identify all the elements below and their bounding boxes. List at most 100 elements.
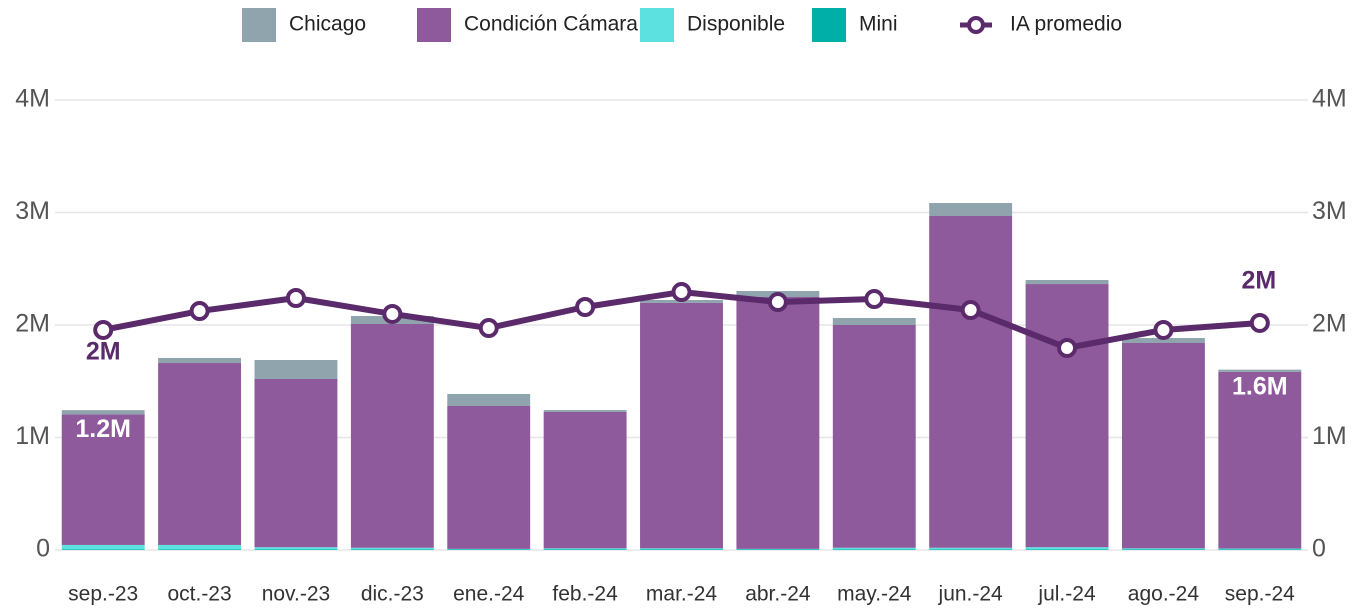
line-point — [189, 301, 210, 322]
legend-swatch — [417, 8, 451, 42]
line-point — [767, 292, 788, 313]
bar-segment — [61, 410, 145, 415]
bar-segment — [61, 549, 145, 550]
bar-segment — [832, 549, 916, 550]
bar-segment — [254, 549, 338, 550]
x-tick-label: nov.-23 — [262, 583, 331, 606]
bar-segment — [1025, 280, 1109, 285]
bar-segment — [929, 547, 1013, 550]
y2-tick-label: 1M — [1312, 422, 1347, 450]
bar-segment — [1218, 371, 1302, 549]
data-label: 2M — [1241, 267, 1276, 295]
line-point — [1057, 337, 1078, 358]
bar-segment — [1218, 548, 1302, 550]
bar-segment — [832, 547, 916, 550]
bar-segment — [447, 406, 531, 549]
bar-segment — [447, 549, 531, 550]
bar-segment — [832, 325, 916, 548]
bar-segment — [736, 549, 820, 550]
bar-segment — [736, 548, 820, 550]
line-point — [960, 300, 981, 321]
line-point — [864, 289, 885, 310]
x-tick-label: mar.-24 — [646, 583, 718, 606]
bar-segment — [543, 549, 627, 550]
bar-segment — [447, 393, 531, 406]
bar-segment — [1025, 284, 1109, 548]
y-tick-label: 0 — [36, 535, 50, 563]
bar-segment — [447, 548, 531, 550]
y-tick-label: 4M — [15, 85, 50, 113]
bar-segment — [1218, 549, 1302, 550]
bar-segment — [640, 549, 723, 550]
bar-segment — [1218, 369, 1302, 372]
bar-segment — [640, 302, 723, 549]
bar-segment — [350, 549, 434, 550]
x-tick-label: jul.-24 — [1037, 583, 1096, 606]
bar-segment — [158, 363, 242, 545]
legend-swatch — [640, 8, 674, 42]
bar-segment — [158, 357, 242, 364]
x-tick-label: feb.-24 — [552, 583, 618, 606]
x-tick-label: sep.-24 — [1225, 583, 1295, 606]
bar-segment — [1025, 549, 1109, 550]
bar-segment — [350, 547, 434, 550]
bar-segment — [736, 296, 820, 549]
bar-segment — [543, 548, 627, 550]
line-point — [285, 288, 306, 308]
bar-segment — [1121, 548, 1205, 550]
y2-tick-label: 2M — [1312, 310, 1347, 338]
bar-segment — [832, 318, 916, 325]
bar-segment — [543, 411, 627, 549]
line-point — [671, 282, 692, 303]
bar-segment — [61, 544, 145, 550]
bar-segment — [254, 359, 338, 379]
bar-segment — [1025, 547, 1109, 550]
x-tick-label: ene.-24 — [453, 583, 525, 606]
legend-label: Chicago — [289, 13, 366, 36]
legend-swatch — [812, 8, 846, 42]
legend-label: IA promedio — [1010, 13, 1122, 36]
y-tick-label: 3M — [15, 197, 50, 225]
bar-segment — [543, 410, 627, 412]
data-label: 2M — [86, 338, 121, 366]
line-point — [478, 318, 499, 339]
line-point — [1249, 312, 1270, 333]
legend-label: Condición Cámara — [464, 13, 638, 36]
bar-segment — [1121, 343, 1205, 549]
bar-segment — [929, 203, 1013, 216]
x-tick-label: may.-24 — [837, 583, 912, 606]
data-label: 1.6M — [1232, 373, 1288, 401]
legend-marker — [967, 16, 985, 34]
legend-label: Disponible — [687, 13, 785, 36]
line-point — [382, 303, 403, 324]
bar-segment — [929, 549, 1013, 550]
line-point — [1153, 319, 1174, 340]
line-point — [575, 297, 596, 317]
x-tick-label: dic.-23 — [361, 583, 424, 606]
bar-segment — [158, 549, 242, 550]
y-tick-label: 1M — [15, 422, 50, 450]
legend-swatch — [242, 8, 276, 42]
bar-segment — [640, 548, 723, 550]
line-point — [93, 319, 114, 340]
data-label: 1.2M — [75, 415, 131, 443]
y-tick-label: 2M — [15, 310, 50, 338]
x-tick-label: abr.-24 — [745, 583, 811, 606]
y2-tick-label: 4M — [1312, 85, 1347, 113]
bar-segment — [1121, 549, 1205, 550]
y2-tick-label: 0 — [1312, 535, 1326, 563]
x-tick-label: ago.-24 — [1128, 583, 1200, 606]
bar-segment — [61, 414, 145, 545]
bar-segment — [158, 544, 242, 550]
x-tick-label: oct.-23 — [167, 583, 231, 606]
legend-label: Mini — [859, 13, 898, 36]
bar-segment — [350, 323, 434, 548]
x-tick-label: jun.-24 — [938, 583, 1004, 606]
bar-segment — [1121, 338, 1205, 343]
bar-segment — [254, 379, 338, 548]
x-tick-label: sep.-23 — [68, 583, 138, 606]
bar-segment — [929, 215, 1013, 548]
y2-tick-label: 3M — [1312, 197, 1347, 225]
bar-segment — [254, 547, 338, 550]
